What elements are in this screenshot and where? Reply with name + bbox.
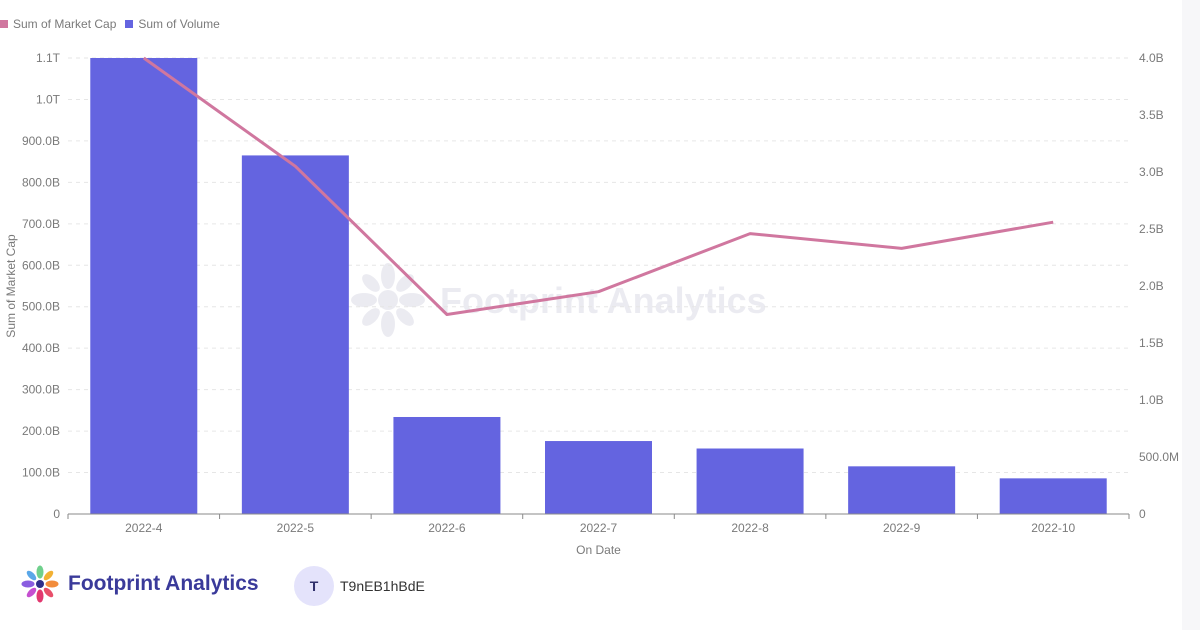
user-chip[interactable]: T T9nEB1hBdE — [294, 566, 425, 606]
legend-label-market-cap: Sum of Market Cap — [13, 17, 117, 31]
footprint-logo-icon — [21, 565, 59, 603]
x-tick-label: 2022-9 — [883, 521, 921, 535]
combo-chart: Footprint Analytics 0 100.0B 200.0B 300.0B 4… — [4, 51, 1179, 557]
y-left-tick-label: 500.0B — [22, 300, 60, 314]
x-tick-label: 2022-7 — [580, 521, 618, 535]
watermark-logo-icon — [351, 263, 425, 337]
y-left-tick-label: 800.0B — [22, 175, 60, 189]
y-right-tick-label: 2.5B — [1139, 222, 1164, 236]
x-axis-title: On Date — [576, 543, 621, 557]
chart-legend: Sum of Market Cap Sum of Volume — [0, 17, 229, 31]
legend-item-market-cap[interactable]: Sum of Market Cap — [0, 17, 116, 31]
y-left-tick-label: 300.0B — [22, 383, 60, 397]
y-left-tick-label: 900.0B — [22, 134, 60, 148]
bar-volume-2022-5 — [241, 155, 349, 514]
y-left-tick-label: 700.0B — [22, 217, 60, 231]
y-left-tick-label: 400.0B — [22, 341, 60, 355]
watermark-text: Footprint Analytics — [440, 280, 767, 321]
x-tick-label: 2022-10 — [1031, 521, 1075, 535]
line-market-cap — [142, 56, 1054, 316]
legend-swatch-market-cap — [0, 20, 8, 28]
y-right-tick-label: 0 — [1139, 507, 1146, 521]
x-tick-label: 2022-8 — [731, 521, 769, 535]
y-axis-title: Sum of Market Cap — [4, 234, 18, 338]
bar-volume-2022-6 — [393, 416, 501, 514]
bar-volume-2022-4 — [90, 58, 198, 514]
y-right-tick-label: 3.5B — [1139, 108, 1164, 122]
bar-volume-2022-9 — [848, 466, 956, 514]
y-right-tick-label: 1.0B — [1139, 393, 1164, 407]
y-right-tick-label: 2.0B — [1139, 279, 1164, 293]
legend-swatch-volume — [125, 20, 134, 28]
y-left-tick-label: 1.0T — [36, 92, 61, 106]
watermark: Footprint Analytics — [351, 263, 767, 337]
brand-name: Footprint Analytics — [68, 572, 259, 595]
y-left-tick-label: 100.0B — [22, 466, 60, 480]
x-tick-label: 2022-4 — [125, 521, 163, 535]
y-right-tick-label: 3.0B — [1139, 165, 1164, 179]
bar-volume-2022-7 — [545, 441, 652, 514]
legend-item-volume[interactable]: Sum of Volume — [125, 17, 220, 31]
x-tick-label: 2022-5 — [277, 521, 315, 535]
footer-brand[interactable]: Footprint Analytics — [18, 564, 259, 604]
y-left-tick-label: 1.1T — [36, 51, 61, 65]
bar-volume-2022-8 — [696, 448, 804, 514]
y-left-tick-label: 0 — [53, 507, 60, 521]
y-right-tick-label: 4.0B — [1139, 51, 1164, 65]
avatar: T — [294, 566, 334, 606]
legend-label-volume: Sum of Volume — [138, 17, 220, 31]
x-tick-label: 2022-6 — [428, 521, 466, 535]
y-left-tick-label: 200.0B — [22, 424, 60, 438]
y-right-tick-label: 1.5B — [1139, 336, 1164, 350]
user-name: T9nEB1hBdE — [340, 578, 425, 594]
y-right-tick-label: 500.0M — [1139, 450, 1179, 464]
y-left-tick-label: 600.0B — [22, 258, 60, 272]
right-edge-strip — [1182, 0, 1200, 630]
bar-volume-2022-10 — [999, 478, 1107, 514]
